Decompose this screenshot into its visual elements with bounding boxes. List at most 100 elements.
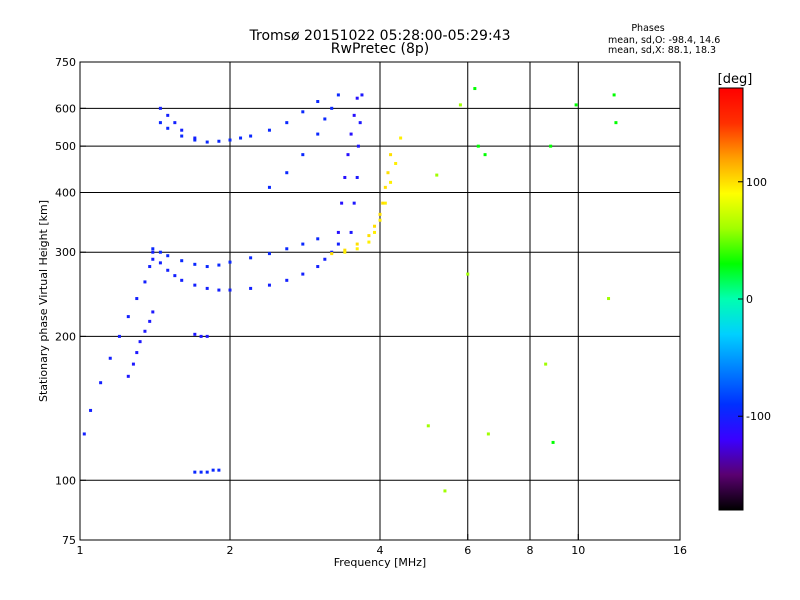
- y-tick-label: 750: [55, 56, 76, 69]
- data-point: [343, 248, 347, 252]
- data-point: [355, 247, 359, 251]
- y-tick-label: 500: [55, 140, 76, 153]
- data-point: [135, 351, 139, 355]
- data-point: [249, 134, 253, 138]
- data-point: [249, 286, 253, 290]
- data-point: [612, 93, 616, 97]
- data-point: [166, 268, 170, 272]
- data-point: [343, 250, 347, 254]
- colorbar-label: [deg]: [718, 72, 753, 87]
- data-point: [193, 138, 197, 142]
- data-point: [217, 139, 221, 143]
- x-tick-label: 6: [464, 544, 471, 557]
- data-point: [239, 136, 243, 140]
- data-point: [173, 274, 177, 278]
- data-point: [285, 278, 289, 282]
- y-tick-label: 600: [55, 102, 76, 115]
- data-point: [383, 201, 387, 205]
- data-point: [193, 262, 197, 266]
- data-point: [108, 356, 112, 360]
- stats-heading: Phases: [631, 23, 664, 34]
- data-point: [166, 254, 170, 258]
- data-point: [607, 297, 611, 301]
- y-tick-label: 200: [55, 330, 76, 343]
- data-point: [386, 171, 390, 175]
- data-point: [205, 286, 209, 290]
- data-point: [158, 121, 162, 125]
- x-tick-label: 16: [673, 544, 687, 557]
- data-point: [228, 138, 232, 142]
- x-tick-label: 8: [527, 544, 534, 557]
- data-point: [166, 113, 170, 117]
- chart-subtitle: RwPretec (8p): [331, 41, 429, 57]
- colorbar-ticks: 100 0 -100: [738, 176, 771, 423]
- data-point: [82, 432, 86, 436]
- data-point: [336, 230, 340, 234]
- data-point: [352, 201, 356, 205]
- x-tick-label: 10: [571, 544, 585, 557]
- data-point: [355, 175, 359, 179]
- data-point: [301, 153, 305, 157]
- data-point: [466, 272, 470, 276]
- data-point: [205, 140, 209, 144]
- chart-title: Tromsø 20151022 05:28:00-05:29:43: [249, 28, 511, 44]
- data-point: [180, 259, 184, 263]
- data-point: [143, 329, 147, 333]
- data-point: [193, 136, 197, 140]
- data-point: [151, 247, 155, 251]
- data-point: [544, 362, 548, 366]
- data-point: [285, 171, 289, 175]
- data-point: [135, 297, 139, 301]
- data-point: [389, 153, 393, 157]
- data-point: [228, 260, 232, 264]
- x-axis-ticks: 1 2 4 6 8 10 16: [77, 534, 687, 557]
- data-point: [383, 185, 387, 189]
- data-point: [443, 489, 447, 493]
- data-point: [336, 242, 340, 246]
- data-point: [346, 153, 350, 157]
- data-point: [367, 240, 371, 244]
- data-point: [373, 230, 377, 234]
- data-point: [180, 134, 184, 138]
- data-point: [138, 340, 142, 344]
- colorbar-tick-label: 0: [746, 293, 753, 306]
- data-point: [614, 121, 618, 125]
- data-point: [378, 218, 382, 222]
- data-point: [340, 201, 344, 205]
- data-point: [131, 362, 135, 366]
- data-point: [217, 468, 221, 472]
- stats-line-x: mean, sd,X: 88.1, 18.3: [608, 45, 716, 56]
- data-point: [352, 113, 356, 117]
- data-point: [199, 470, 203, 474]
- stats-line-o: mean, sd,O: -98.4, 14.6: [608, 35, 720, 46]
- data-point: [394, 161, 398, 165]
- data-point: [143, 280, 147, 284]
- data-point: [367, 234, 371, 238]
- data-point: [355, 242, 359, 246]
- data-point: [378, 212, 382, 216]
- data-point: [316, 100, 320, 104]
- data-point: [158, 261, 162, 265]
- data-point: [316, 237, 320, 241]
- data-point: [486, 432, 490, 436]
- data-point: [148, 319, 152, 323]
- x-tick-label: 4: [377, 544, 384, 557]
- data-point: [151, 250, 155, 254]
- data-point: [173, 121, 177, 125]
- data-point: [358, 121, 362, 125]
- data-point: [217, 288, 221, 292]
- data-point: [355, 96, 359, 100]
- data-point: [180, 128, 184, 132]
- data-point: [399, 136, 403, 140]
- data-point: [356, 144, 360, 148]
- data-point: [330, 106, 334, 110]
- y-axis-ticks: 75 100 200 300 400 500 600 750: [55, 56, 86, 547]
- data-points: [82, 87, 618, 493]
- x-axis-label: Frequency [MHz]: [334, 556, 426, 569]
- data-point: [126, 374, 130, 378]
- data-point: [458, 103, 462, 107]
- y-tick-label: 100: [55, 474, 76, 487]
- data-point: [267, 185, 271, 189]
- y-tick-label: 75: [62, 534, 76, 547]
- data-point: [151, 310, 155, 314]
